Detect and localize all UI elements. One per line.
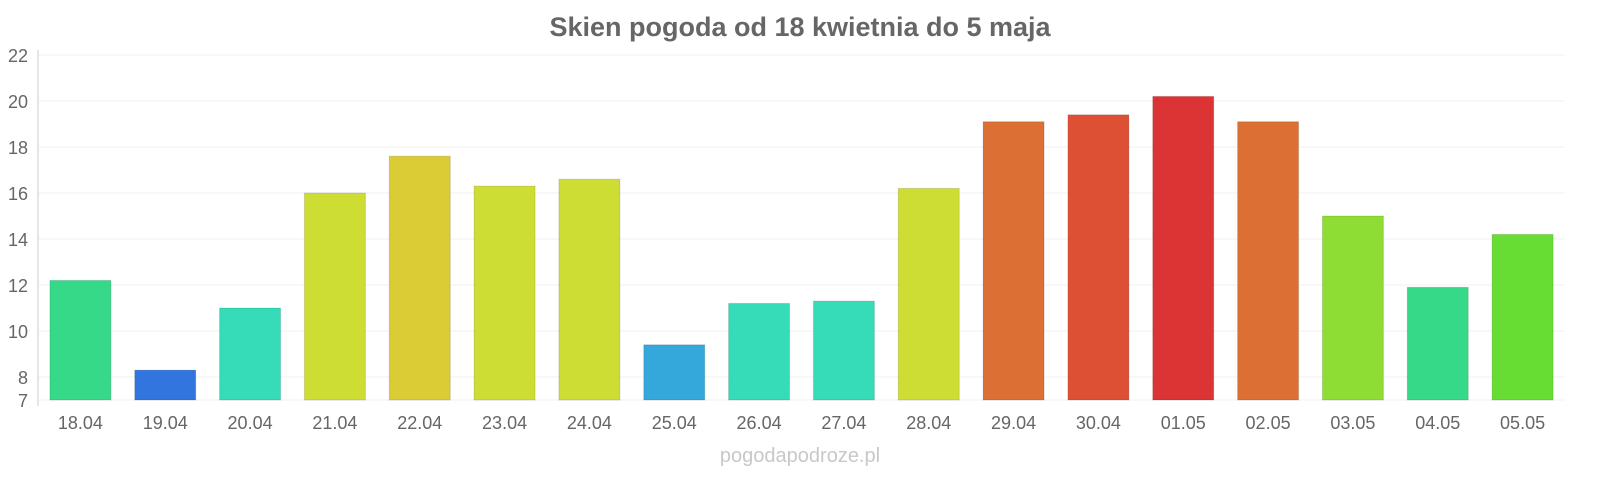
x-tick-label: 04.05 [1415, 413, 1460, 433]
y-tick-label: 14 [8, 230, 28, 250]
y-tick-label: 16 [8, 184, 28, 204]
bar-22.04[interactable] [388, 155, 451, 401]
y-tick-label: 20 [8, 92, 28, 112]
bar-21.04[interactable] [303, 192, 366, 401]
y-tick-label: 22 [8, 46, 28, 66]
watermark: pogodapodroze.pl [720, 445, 880, 467]
bar-03.05[interactable] [1321, 215, 1384, 401]
x-tick-label: 03.05 [1330, 413, 1375, 433]
x-tick-label: 30.04 [1076, 413, 1121, 433]
x-tick-label: 23.04 [482, 413, 527, 433]
bar-28.04[interactable] [897, 187, 960, 401]
x-tick-label: 27.04 [821, 413, 866, 433]
x-tick-label: 24.04 [567, 413, 612, 433]
x-tick-label: 26.04 [737, 413, 782, 433]
x-tick-label: 28.04 [906, 413, 951, 433]
x-tick-label: 29.04 [991, 413, 1036, 433]
bar-23.04[interactable] [473, 185, 536, 401]
bar-26.04[interactable] [728, 302, 791, 401]
bar-27.04[interactable] [812, 300, 875, 401]
chart-title: Skien pogoda od 18 kwietnia do 5 maja [549, 12, 1051, 42]
x-tick-label: 02.05 [1246, 413, 1291, 433]
x-tick-label: 20.04 [228, 413, 273, 433]
bar-24.04[interactable] [558, 178, 621, 401]
y-tick-label: 18 [8, 138, 28, 158]
y-tick-label: 7 [18, 391, 28, 411]
x-tick-label: 18.04 [58, 413, 103, 433]
x-tick-label: 05.05 [1500, 413, 1545, 433]
y-tick-label: 10 [8, 322, 28, 342]
bar-20.04[interactable] [219, 307, 282, 401]
bar-05.05[interactable] [1491, 233, 1554, 401]
bar-18.04[interactable] [49, 279, 112, 401]
y-tick-label: 12 [8, 276, 28, 296]
bar-01.05[interactable] [1152, 95, 1215, 401]
x-tick-label: 19.04 [143, 413, 188, 433]
bar-29.04[interactable] [982, 121, 1045, 401]
bar-30.04[interactable] [1067, 114, 1130, 401]
bar-25.04[interactable] [643, 344, 706, 401]
x-tick-label: 25.04 [652, 413, 697, 433]
x-tick-label: 21.04 [312, 413, 357, 433]
x-tick-label: 01.05 [1161, 413, 1206, 433]
bar-02.05[interactable] [1237, 121, 1300, 401]
bar-04.05[interactable] [1406, 286, 1469, 401]
x-tick-label: 22.04 [397, 413, 442, 433]
y-tick-label: 8 [18, 368, 28, 388]
bar-19.04[interactable] [134, 369, 197, 401]
